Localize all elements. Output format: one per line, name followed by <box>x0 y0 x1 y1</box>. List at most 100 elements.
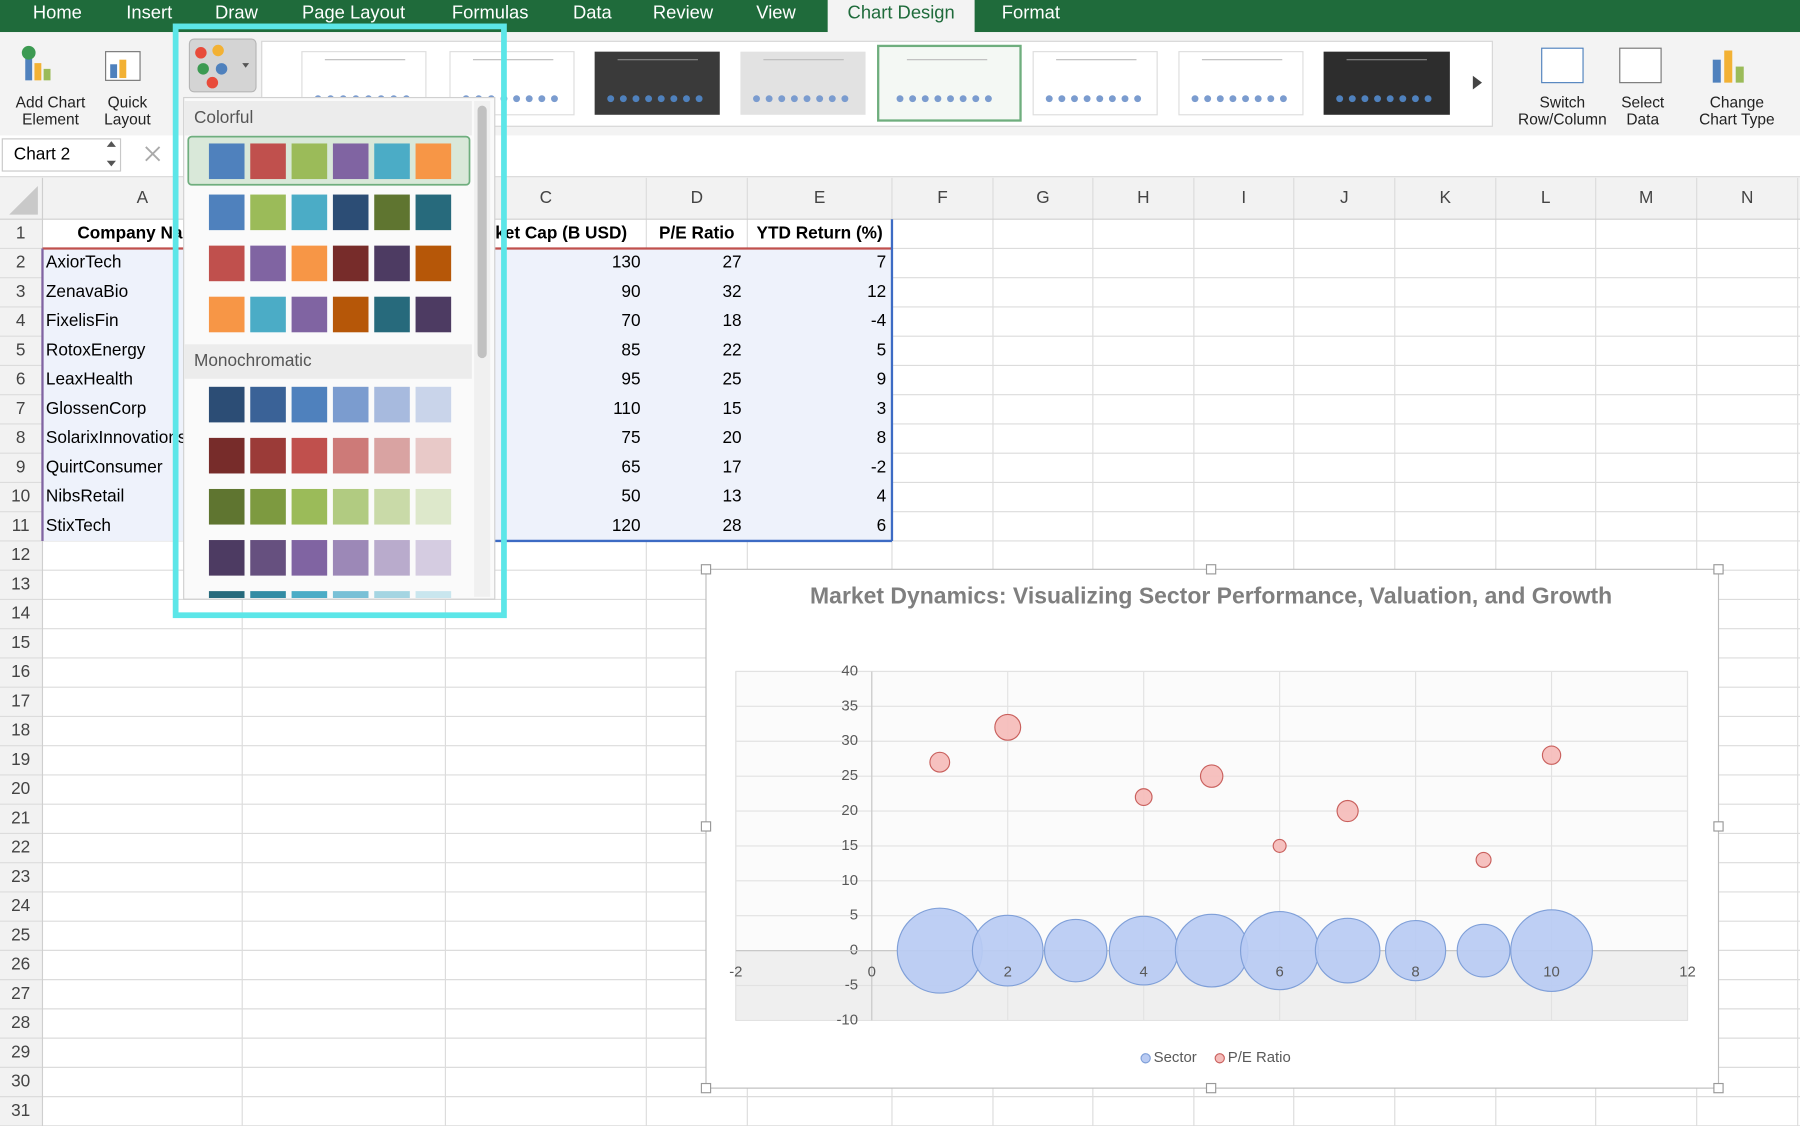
style-thumb[interactable] <box>1032 51 1158 116</box>
column-header[interactable]: G <box>1036 187 1049 207</box>
cell[interactable]: RotoxEnergy <box>46 339 146 359</box>
cell[interactable]: 12 <box>867 281 886 301</box>
cell[interactable]: 22 <box>722 339 741 359</box>
ribbon-tab[interactable]: Page Layout <box>302 2 405 23</box>
column-header[interactable]: D <box>691 187 703 207</box>
cell[interactable]: 9 <box>877 369 887 389</box>
scroll-thumb[interactable] <box>477 105 487 359</box>
column-header[interactable]: A <box>137 187 149 207</box>
cell[interactable]: 18 <box>722 310 741 330</box>
ribbon-tab[interactable]: Insert <box>126 2 172 23</box>
cell[interactable]: FixelisFin <box>46 310 119 330</box>
resize-handle[interactable] <box>700 821 712 832</box>
resize-handle[interactable] <box>1205 1082 1217 1094</box>
row-header[interactable]: 10 <box>11 486 30 506</box>
ribbon-button-label[interactable]: Select <box>1621 94 1665 111</box>
cell[interactable]: 15 <box>722 398 741 418</box>
row-header[interactable]: 23 <box>11 866 30 886</box>
cell[interactable]: 5 <box>877 339 887 359</box>
resize-handle[interactable] <box>1713 564 1724 575</box>
row-header[interactable]: 20 <box>11 778 30 798</box>
row-header[interactable]: 7 <box>16 398 26 418</box>
row-header[interactable]: 31 <box>11 1100 30 1120</box>
row-header[interactable]: 30 <box>11 1071 30 1091</box>
row-header[interactable]: 4 <box>16 310 26 330</box>
cell[interactable]: 32 <box>722 281 741 301</box>
column-header[interactable]: L <box>1541 187 1551 207</box>
style-thumb[interactable] <box>594 51 720 115</box>
row-header[interactable]: 22 <box>11 837 30 857</box>
cell[interactable]: 17 <box>722 456 741 476</box>
ribbon-tab[interactable]: Format <box>1002 2 1060 23</box>
cell[interactable]: 7 <box>877 252 887 272</box>
palette-option[interactable] <box>208 540 452 576</box>
row-header[interactable]: 17 <box>11 690 30 710</box>
cancel-icon[interactable] <box>145 146 161 162</box>
legend-label[interactable]: P/E Ratio <box>1228 1049 1291 1066</box>
palette-option[interactable] <box>208 296 452 333</box>
resize-handle[interactable] <box>700 1082 712 1094</box>
cell[interactable]: 27 <box>722 252 741 272</box>
ribbon-button-label[interactable]: Quick <box>108 94 148 111</box>
row-header[interactable]: 19 <box>11 749 30 769</box>
row-header[interactable]: 3 <box>16 281 26 301</box>
ribbon-button-label[interactable]: Add Chart <box>16 94 86 111</box>
ribbon-tab[interactable]: Formulas <box>452 2 529 23</box>
header-cell[interactable]: YTD Return (%) <box>757 222 883 242</box>
row-header[interactable]: 27 <box>11 983 30 1003</box>
cell[interactable]: LeaxHealth <box>46 369 133 389</box>
ribbon-tab[interactable]: Chart Design <box>848 2 955 23</box>
cell[interactable]: 70 <box>621 310 640 330</box>
name-box[interactable] <box>1 138 122 172</box>
column-header[interactable]: I <box>1241 187 1246 207</box>
row-header[interactable]: 28 <box>11 1012 30 1032</box>
cell[interactable]: SolarixInnovations <box>46 427 187 447</box>
cell[interactable]: 6 <box>877 515 887 535</box>
row-header[interactable]: 25 <box>11 924 30 944</box>
row-header[interactable]: 2 <box>16 252 26 272</box>
row-header[interactable]: 16 <box>11 661 30 681</box>
palette-option[interactable] <box>208 488 452 525</box>
palette-option[interactable] <box>208 437 452 474</box>
row-header[interactable]: 15 <box>11 632 30 652</box>
ribbon-button-label[interactable]: Data <box>1626 112 1659 129</box>
cell[interactable]: 28 <box>722 515 741 535</box>
ribbon-tab[interactable]: Review <box>653 2 714 23</box>
row-header[interactable]: 24 <box>11 895 31 915</box>
cell[interactable]: 65 <box>621 456 640 476</box>
row-header[interactable]: 21 <box>11 807 30 827</box>
cell[interactable]: 4 <box>877 486 887 506</box>
header-cell[interactable]: P/E Ratio <box>659 222 735 242</box>
select-all[interactable] <box>9 185 38 215</box>
row-header[interactable]: 14 <box>11 603 31 623</box>
cell[interactable]: -4 <box>871 310 887 330</box>
ribbon-button-label[interactable]: Element <box>22 112 80 129</box>
cell[interactable]: ZenavaBio <box>46 281 128 301</box>
column-header[interactable]: K <box>1440 187 1452 207</box>
ribbon-button-label[interactable]: Change <box>1710 94 1764 111</box>
cell[interactable]: 120 <box>612 515 641 535</box>
gallery-arrow[interactable] <box>1472 75 1483 90</box>
row-header[interactable]: 11 <box>12 515 30 535</box>
column-header[interactable]: H <box>1137 187 1149 207</box>
resize-handle[interactable] <box>1205 564 1217 575</box>
palette-option[interactable] <box>208 245 452 282</box>
cell[interactable]: QuirtConsumer <box>46 456 163 476</box>
row-header[interactable]: 29 <box>11 1041 30 1061</box>
style-thumb-selected[interactable] <box>877 44 1022 122</box>
ribbon-tab[interactable]: Data <box>573 2 613 23</box>
cell[interactable]: 8 <box>877 427 887 447</box>
cell[interactable]: 85 <box>621 339 640 359</box>
cell[interactable]: 110 <box>613 398 640 418</box>
ribbon-tab[interactable]: Draw <box>215 2 259 23</box>
row-header[interactable]: 6 <box>16 369 26 389</box>
ribbon-button-label[interactable]: Layout <box>104 112 151 129</box>
style-thumb[interactable] <box>1323 51 1450 115</box>
cell[interactable]: -2 <box>871 456 886 476</box>
column-header[interactable]: E <box>814 187 825 207</box>
palette-option[interactable] <box>208 386 452 423</box>
resize-handle[interactable] <box>1713 821 1724 832</box>
spinner[interactable] <box>106 141 116 167</box>
cell[interactable]: AxiorTech <box>46 252 122 272</box>
cell[interactable]: GlossenCorp <box>46 398 146 418</box>
